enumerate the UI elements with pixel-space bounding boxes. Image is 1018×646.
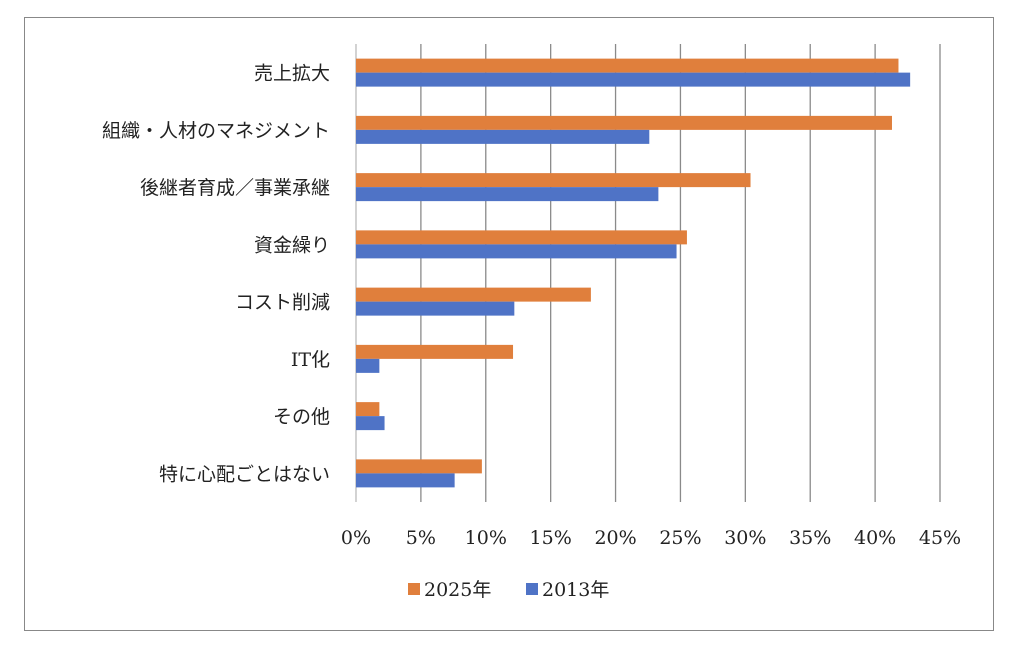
bar-orange bbox=[356, 230, 687, 245]
bar-orange bbox=[356, 287, 591, 302]
bar-blue bbox=[356, 72, 911, 87]
category-label: 売上拡大 bbox=[254, 63, 330, 85]
bar-orange bbox=[356, 344, 514, 359]
category-label: IT化 bbox=[291, 349, 330, 371]
bar-blue bbox=[356, 187, 659, 202]
legend-swatch bbox=[408, 583, 420, 595]
bar-blue bbox=[356, 301, 515, 316]
x-tick-label: 10% bbox=[465, 527, 507, 549]
x-tick-label: 15% bbox=[530, 527, 572, 549]
category-label: 後継者育成／事業承継 bbox=[140, 177, 330, 199]
category-label: その他 bbox=[273, 406, 330, 428]
x-tick-label: 35% bbox=[789, 527, 831, 549]
legend-label: 2025年 bbox=[424, 579, 491, 601]
bar-orange bbox=[356, 459, 482, 474]
bar-blue bbox=[356, 129, 650, 144]
bar-blue bbox=[356, 473, 455, 488]
bar-orange bbox=[356, 115, 892, 130]
legend-label: 2013年 bbox=[542, 579, 609, 601]
category-label: 特に心配ごとはない bbox=[159, 463, 330, 485]
x-tick-label: 40% bbox=[854, 527, 896, 549]
bar-orange bbox=[356, 402, 380, 417]
x-tick-label: 0% bbox=[341, 527, 371, 549]
legend-swatch bbox=[526, 583, 538, 595]
x-tick-label: 20% bbox=[594, 527, 636, 549]
chart-frame bbox=[24, 17, 994, 631]
category-label: コスト削減 bbox=[235, 292, 330, 314]
x-tick-label: 5% bbox=[406, 527, 436, 549]
bar-blue bbox=[356, 358, 380, 373]
category-label: 資金繰り bbox=[254, 234, 330, 256]
bar-orange bbox=[356, 58, 899, 73]
bar-blue bbox=[356, 244, 677, 259]
bar-blue bbox=[356, 416, 385, 431]
x-tick-label: 25% bbox=[659, 527, 701, 549]
bar-orange bbox=[356, 173, 751, 188]
category-label: 組織・人材のマネジメント bbox=[102, 120, 330, 142]
x-tick-label: 45% bbox=[919, 527, 961, 549]
x-tick-label: 30% bbox=[724, 527, 766, 549]
